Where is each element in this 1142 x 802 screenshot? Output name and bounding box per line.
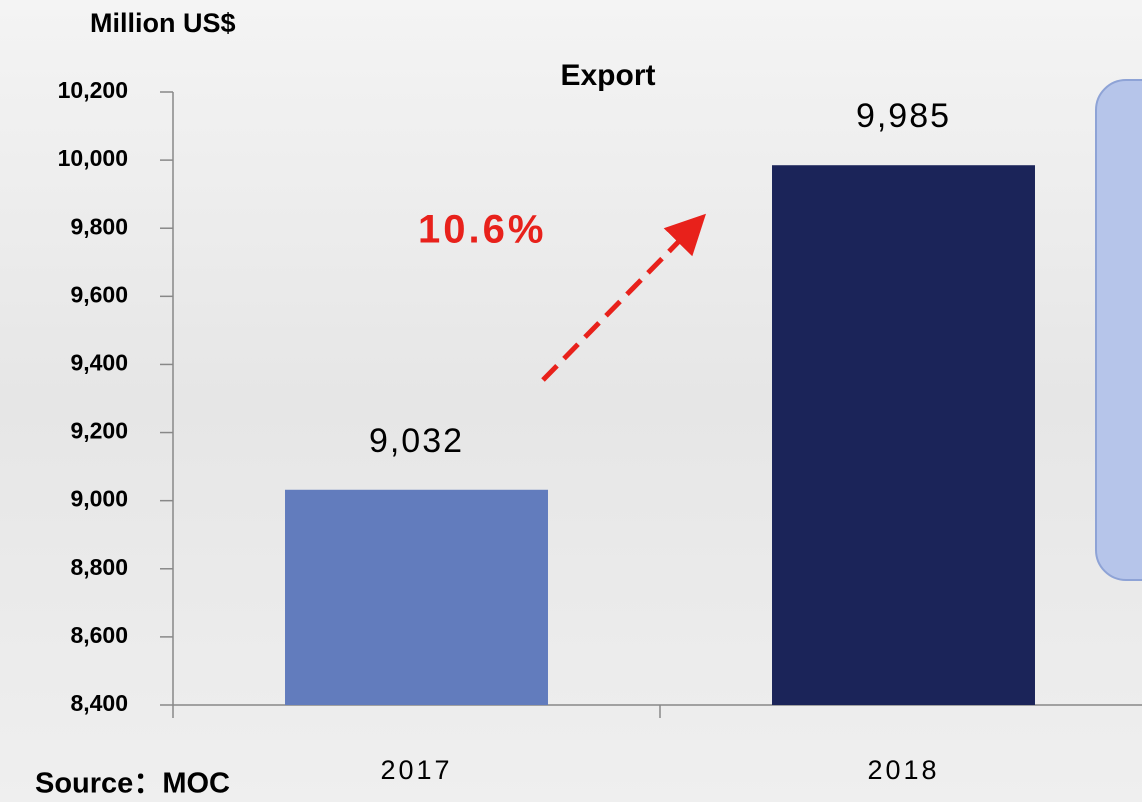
value-label: 9,032 [369, 422, 464, 460]
y-tick-label: 9,200 [70, 418, 128, 444]
y-tick-label: 8,800 [70, 554, 128, 580]
y-tick-label: 9,800 [70, 213, 128, 239]
growth-annotation: 10.6% [418, 208, 546, 252]
bar [285, 490, 548, 705]
y-tick-label: 10,200 [58, 77, 128, 103]
x-tick-label: 2017 [380, 755, 452, 785]
chart: Million US$ Export Source：MOC 10.6% 8,40… [0, 0, 1142, 802]
y-tick-label: 9,400 [70, 350, 128, 376]
bar [772, 165, 1035, 705]
side-panel [1096, 80, 1142, 580]
y-tick-label: 8,600 [70, 622, 128, 648]
x-tick-label: 2018 [867, 755, 939, 785]
y-tick-label: 9,000 [70, 486, 128, 512]
chart-title: Export [560, 59, 655, 92]
y-tick-label: 9,600 [70, 281, 128, 307]
y-tick-label: 8,400 [70, 690, 128, 716]
y-tick-label: 10,000 [58, 145, 128, 171]
value-label: 9,985 [856, 97, 951, 135]
source: Source：MOC [35, 768, 230, 800]
y-axis-label: Million US$ [90, 8, 236, 38]
